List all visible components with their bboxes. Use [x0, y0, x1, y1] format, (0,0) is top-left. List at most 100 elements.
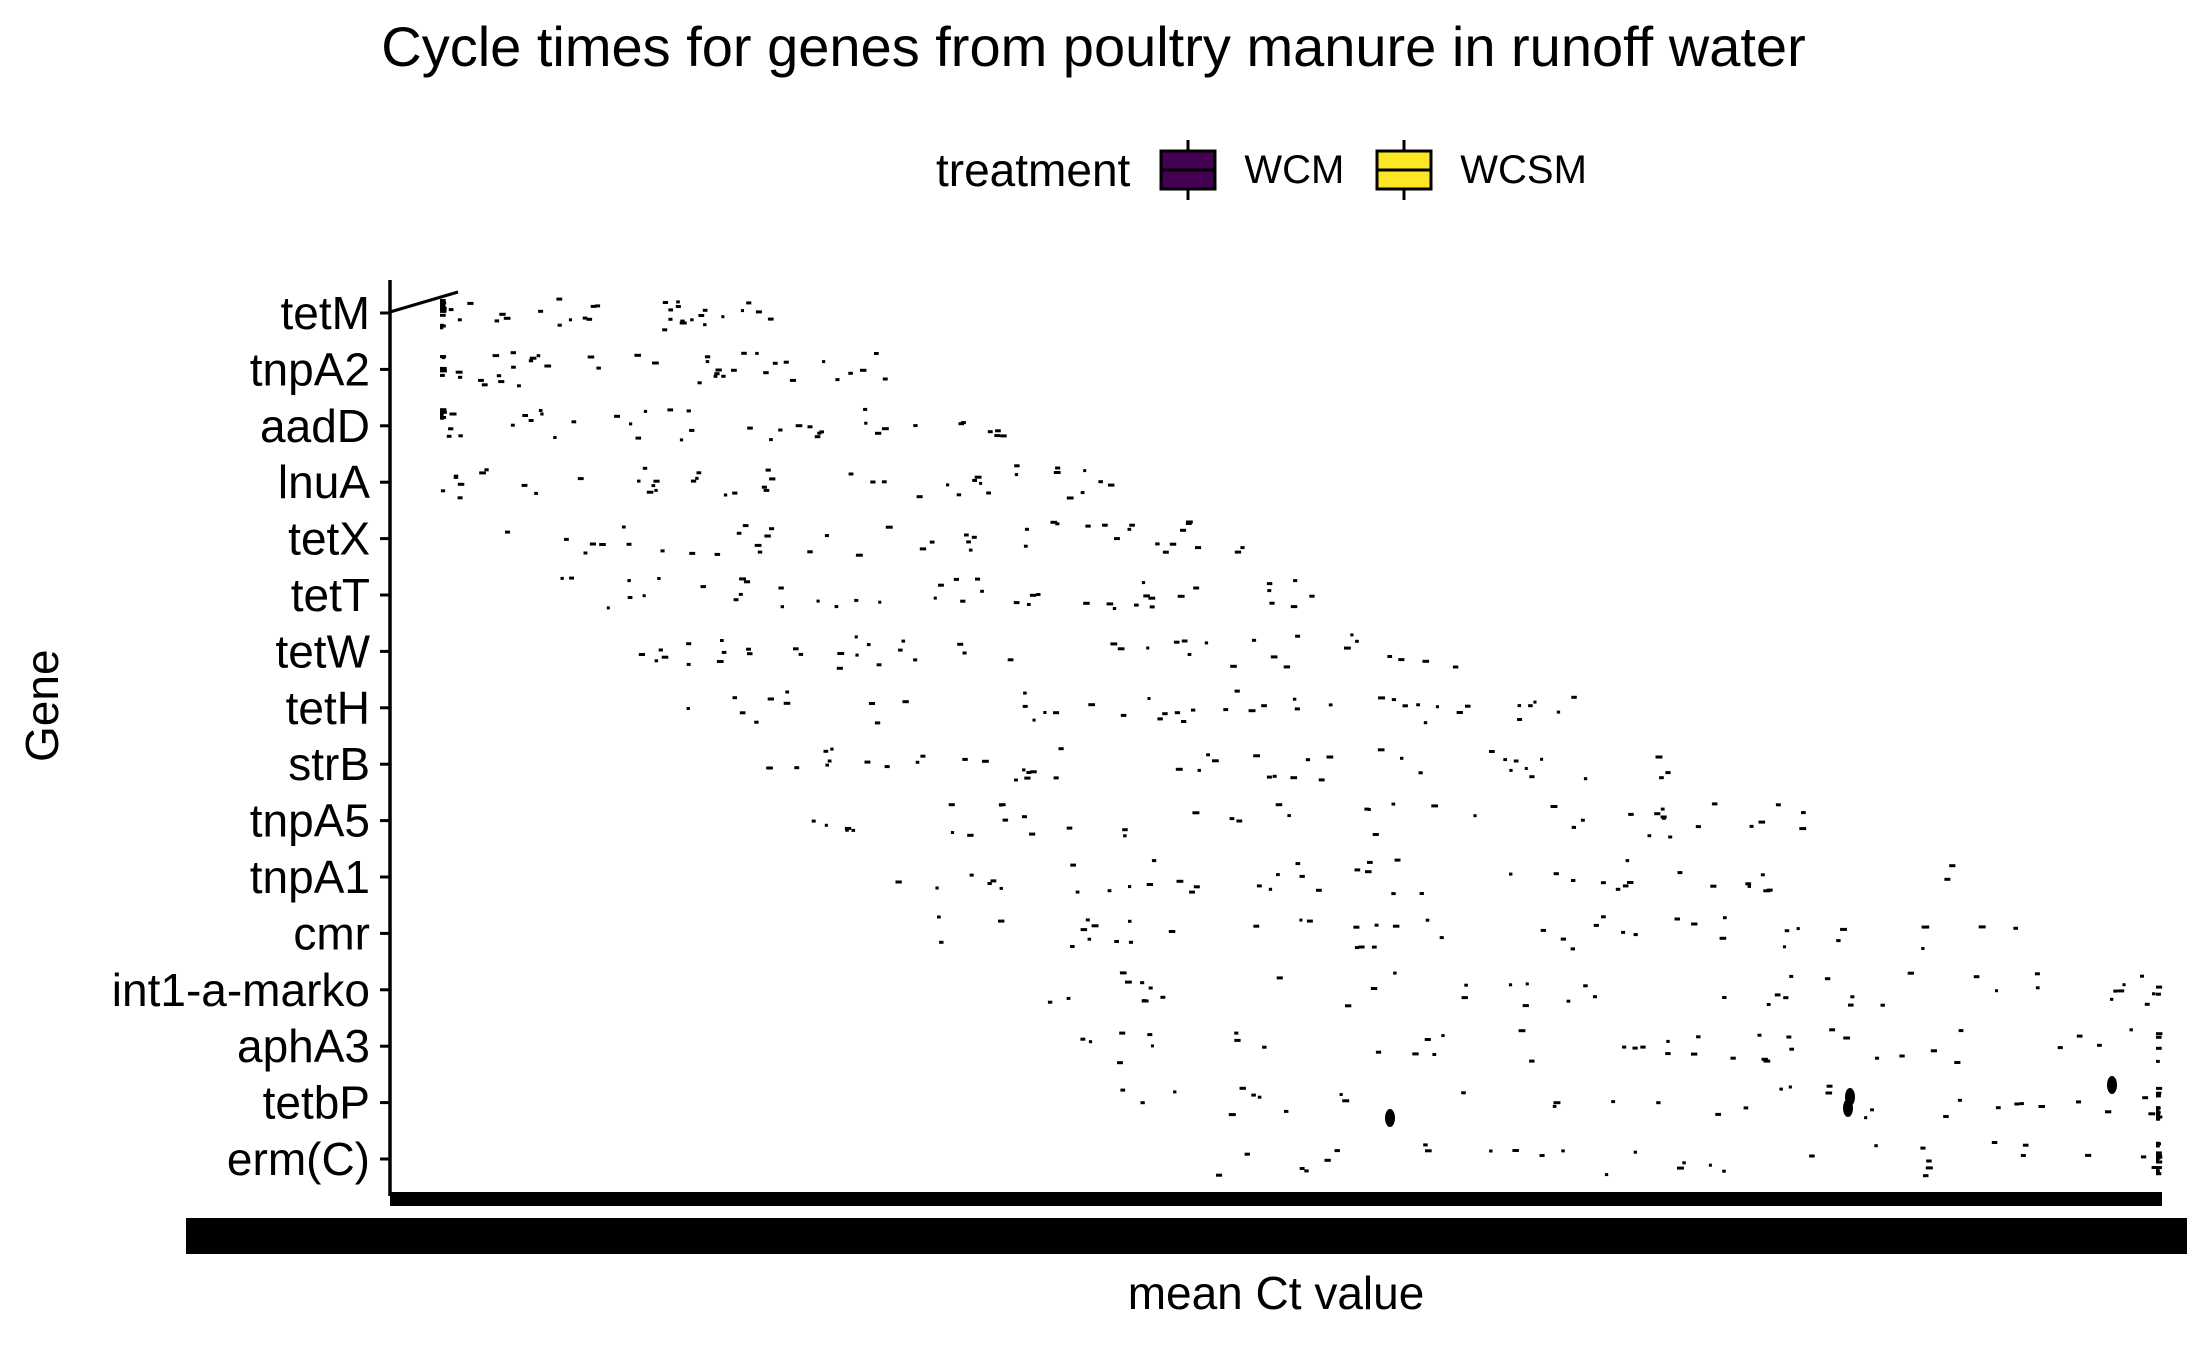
box-mark [2014, 1102, 2020, 1106]
box-mark [2019, 1102, 2024, 1106]
box-mark [854, 598, 859, 602]
box-mark [769, 527, 775, 531]
box-mark [517, 384, 521, 388]
box-mark [2117, 989, 2125, 993]
box-mark [1550, 805, 1558, 808]
box-mark [767, 697, 774, 701]
box-mark [1801, 811, 1806, 815]
box-mark [696, 471, 702, 475]
box-mark [755, 351, 759, 355]
box-mark [586, 317, 593, 321]
box-mark [953, 577, 959, 581]
box-mark [1053, 776, 1059, 780]
box-mark [1622, 884, 1629, 888]
box-mark [1157, 717, 1163, 721]
box-mark [765, 468, 771, 472]
box-mark [686, 662, 691, 666]
y-tick-label: strB [288, 738, 370, 790]
box-mark [855, 553, 863, 557]
box-mark [478, 378, 484, 382]
box-mark [1146, 646, 1150, 650]
box-mark [448, 308, 454, 312]
box-mark [1014, 778, 1018, 782]
box-mark [1925, 925, 1930, 929]
box-mark [1580, 818, 1585, 822]
box-mark [830, 747, 834, 751]
box-mark [714, 552, 721, 556]
box-mark [638, 653, 645, 656]
box-mark [885, 525, 893, 529]
box-mark [1177, 594, 1185, 598]
box-mark [733, 598, 739, 602]
box-mark [1223, 708, 1229, 712]
box-mark [916, 495, 923, 499]
box-mark [1628, 812, 1634, 816]
box-mark [1930, 1049, 1937, 1053]
y-tick-label: int1-a-marko [112, 964, 370, 1016]
box-mark [1957, 1098, 1962, 1102]
box-mark [534, 491, 538, 495]
box-mark [634, 353, 641, 357]
box-mark [1796, 927, 1800, 931]
box-mark [510, 423, 515, 427]
box-mark [824, 534, 829, 538]
box-mark [1593, 923, 1599, 927]
box-mark [1026, 771, 1032, 774]
box-mark [1088, 1040, 1093, 1044]
box-mark [1123, 834, 1127, 838]
box-mark [1272, 774, 1277, 778]
box-mark [1387, 655, 1393, 658]
box-mark [814, 435, 821, 439]
box-mark [2156, 1160, 2163, 1164]
box-mark [596, 366, 601, 370]
box-mark [503, 316, 511, 320]
box-mark [1525, 982, 1529, 986]
box-mark [1030, 770, 1037, 774]
box-mark [994, 434, 1001, 438]
box-mark [621, 525, 626, 529]
box-mark [868, 702, 875, 705]
box-mark [1305, 758, 1310, 762]
box-mark [1743, 1106, 1749, 1110]
box-mark [569, 576, 574, 580]
box-mark [1251, 1093, 1256, 1097]
box-mark [720, 639, 724, 642]
box-mark [721, 650, 727, 654]
box-mark [1875, 1056, 1880, 1060]
box-mark [467, 301, 474, 305]
box-mark [1435, 705, 1439, 709]
box-mark [1029, 832, 1036, 836]
box-mark [1826, 1084, 1833, 1088]
box-mark [1324, 1158, 1331, 1162]
box-mark [1571, 825, 1576, 829]
box-mark [1398, 658, 1405, 662]
box-mark [1691, 1052, 1698, 1056]
box-mark [1464, 983, 1468, 987]
box-mark [1022, 704, 1028, 708]
box-mark [2156, 985, 2163, 989]
box-mark [1528, 704, 1533, 708]
box-mark [1174, 711, 1181, 715]
box-mark [1677, 871, 1683, 875]
box-mark [884, 765, 890, 769]
box-mark [652, 361, 659, 365]
box-mark [1354, 946, 1359, 950]
box-mark [721, 315, 725, 319]
box-mark [2156, 1117, 2161, 1121]
box-mark [1779, 1087, 1783, 1091]
box-mark [1339, 1093, 1343, 1096]
box-mark [807, 550, 813, 554]
box-mark [1561, 1149, 1565, 1153]
box-mark [987, 430, 993, 434]
box-mark [1275, 803, 1283, 807]
box-mark [995, 429, 1001, 433]
legend-label-wcm: WCM [1244, 147, 1345, 192]
y-tick-label: tetX [288, 513, 370, 565]
box-mark [1825, 1091, 1833, 1095]
box-mark [1880, 1003, 1885, 1007]
box-mark [882, 377, 888, 381]
box-mark [1509, 872, 1513, 876]
box-mark [723, 493, 728, 497]
box-mark [1344, 646, 1351, 650]
box-mark [440, 326, 444, 330]
